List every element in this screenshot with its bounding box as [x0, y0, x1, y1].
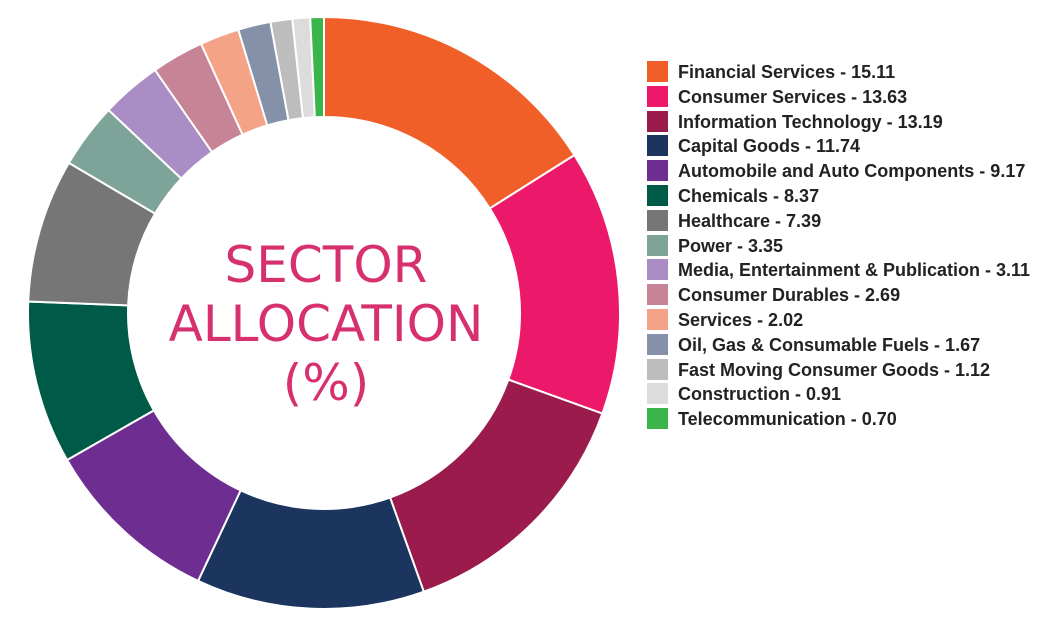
legend-swatch — [647, 358, 668, 380]
legend-swatch — [647, 61, 668, 82]
legend-item: Power - 3.35 — [647, 234, 1032, 259]
legend-swatch — [647, 259, 668, 281]
legend-item: Construction - 0.91 — [647, 382, 1032, 407]
legend-label: Consumer Durables - 2.69 — [678, 285, 901, 306]
legend-item: Information Technology - 13.19 — [647, 110, 1032, 135]
chart-title-line-3: (%) — [282, 354, 370, 412]
legend-item: Healthcare - 7.39 — [647, 209, 1032, 234]
legend-swatch — [647, 184, 668, 206]
legend-item: Telecommunication - 0.70 — [647, 407, 1032, 432]
chart-title-line-2: ALLOCATION — [168, 295, 484, 353]
donut-slices — [27, 15, 621, 610]
legend-item: Chemicals - 8.37 — [647, 184, 1032, 209]
legend-item: Automobile and Auto Components - 9.17 — [647, 159, 1032, 184]
legend-label: Construction - 0.91 — [678, 384, 842, 405]
chart-title: SECTOR ALLOCATION (%) — [130, 236, 522, 413]
legend-item: Consumer Durables - 2.69 — [647, 283, 1032, 308]
legend-label: Financial Services - 15.11 — [678, 62, 896, 82]
legend-swatch — [647, 234, 668, 256]
legend-label: Telecommunication - 0.70 — [678, 409, 897, 430]
legend-item: Fast Moving Consumer Goods - 1.12 — [647, 358, 1032, 383]
legend-label: Information Technology - 13.19 — [678, 111, 943, 132]
legend-label: Consumer Services - 13.63 — [678, 86, 908, 107]
legend-swatch — [647, 333, 668, 355]
chart-title-line-1: SECTOR — [224, 236, 428, 294]
legend-swatch — [647, 209, 668, 231]
legend-label: Fast Moving Consumer Goods - 1.12 — [678, 359, 991, 380]
legend-label: Healthcare - 7.39 — [678, 210, 822, 231]
legend-label: Automobile and Auto Components - 9.17 — [678, 161, 1026, 182]
legend-swatch — [647, 408, 668, 430]
legend-swatch — [647, 383, 668, 405]
legend-item: Consumer Services - 13.63 — [647, 85, 1032, 110]
legend-swatch — [647, 308, 668, 330]
legend-label: Capital Goods - 11.74 — [678, 136, 861, 157]
legend-item: Media, Entertainment & Publication - 3.1… — [647, 258, 1032, 283]
legend-item: Oil, Gas & Consumable Fuels - 1.67 — [647, 333, 1032, 358]
legend-swatch — [647, 85, 668, 107]
legend-swatch — [647, 110, 668, 132]
donut-slice — [309, 15, 325, 119]
legend-label: Power - 3.35 — [678, 235, 784, 256]
legend-label: Services - 2.02 — [678, 309, 804, 330]
legend-label: Media, Entertainment & Publication - 3.1… — [678, 260, 1031, 281]
legend-swatch — [647, 160, 668, 182]
legend-label: Oil, Gas & Consumable Fuels - 1.67 — [678, 334, 981, 355]
chart-legend: Financial Services - 15.11 Consumer Servi… — [647, 60, 1032, 432]
legend-item: Capital Goods - 11.74 — [647, 134, 1032, 159]
legend-label: Chemicals - 8.37 — [678, 185, 820, 206]
legend-swatch — [647, 135, 668, 157]
legend-item: Financial Services - 15.11 — [647, 60, 1032, 85]
legend-item: Services - 2.02 — [647, 308, 1032, 333]
legend-swatch — [647, 284, 668, 306]
